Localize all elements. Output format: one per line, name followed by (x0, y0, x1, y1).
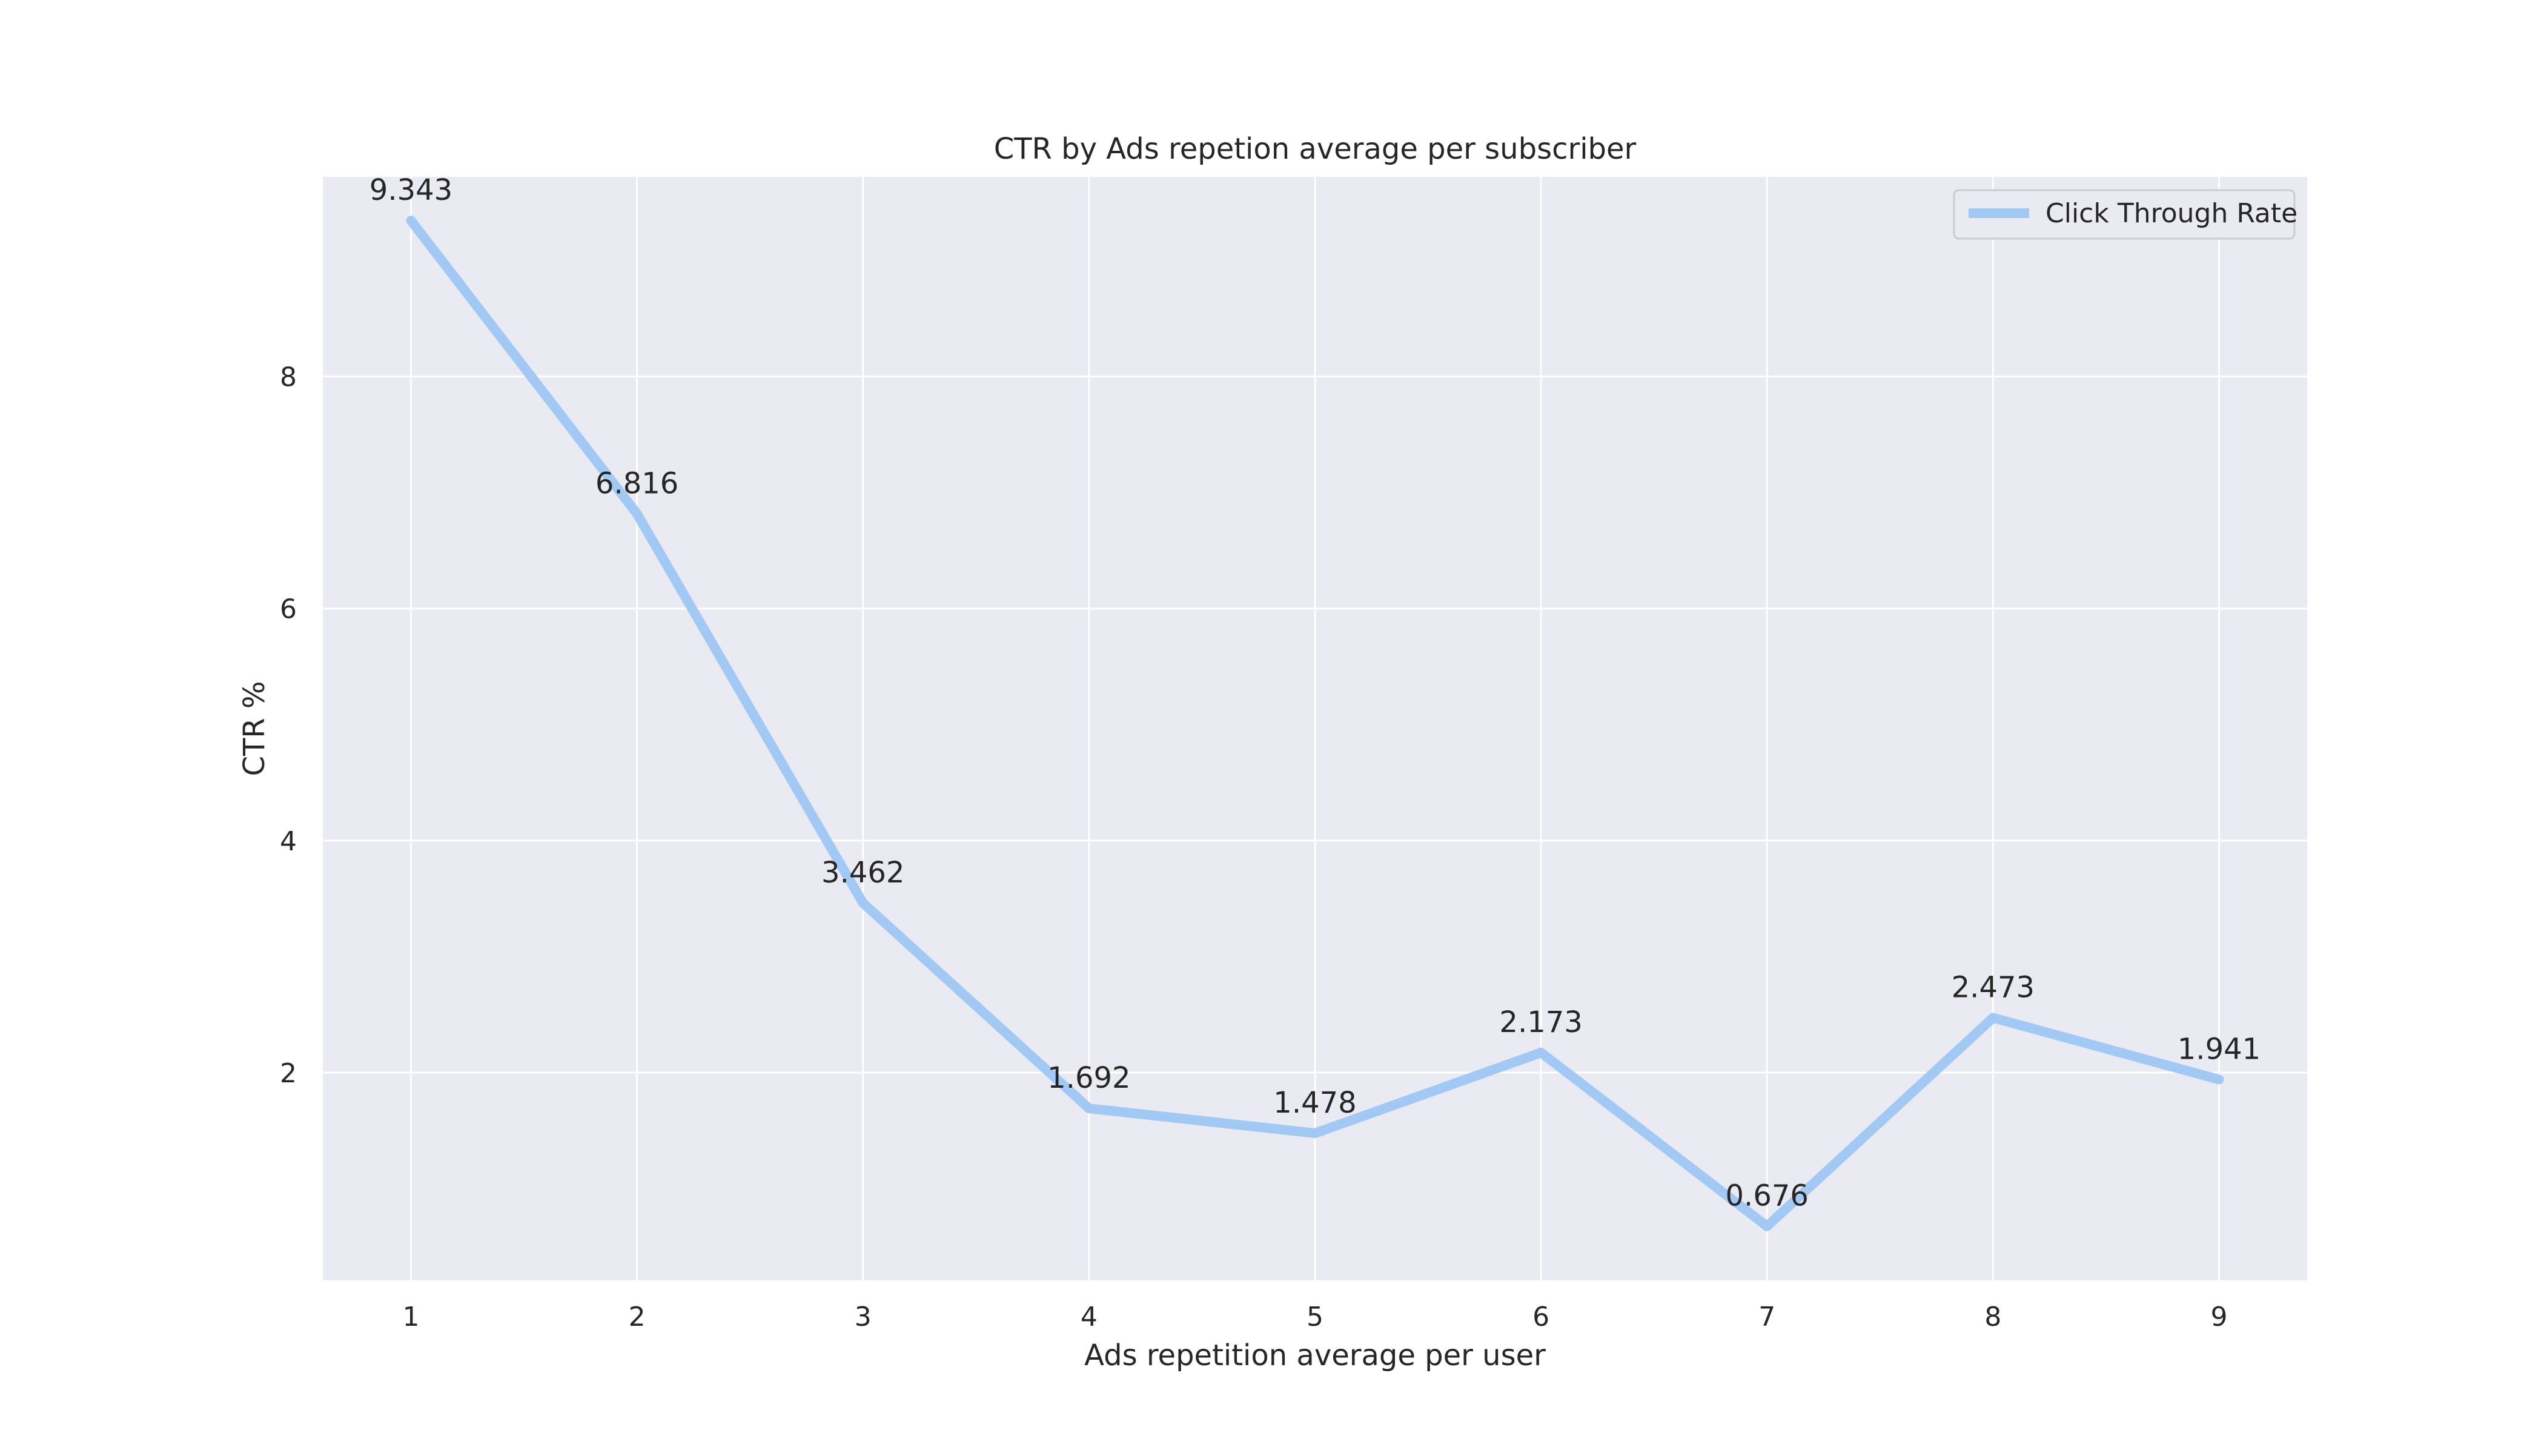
x-tick-label: 4 (1081, 1302, 1098, 1332)
data-value-label: 1.692 (1047, 1061, 1130, 1095)
legend-label: Click Through Rate (2045, 198, 2297, 229)
data-value-label: 2.173 (1499, 1005, 1582, 1039)
x-tick-label: 6 (1532, 1302, 1549, 1332)
x-tick-label: 8 (1984, 1302, 2001, 1332)
legend: Click Through Rate (1953, 189, 2297, 240)
ctr-data-point (858, 898, 868, 908)
legend-frame (1953, 189, 2296, 240)
data-value-label: 0.676 (1726, 1179, 1809, 1213)
data-value-label: 1.478 (1273, 1086, 1356, 1120)
data-value-label: 3.462 (821, 856, 904, 890)
x-axis-label: Ads repetition average per user (1084, 1339, 1546, 1372)
y-tick-label: 8 (280, 362, 297, 393)
y-tick-label: 4 (280, 826, 297, 857)
x-tick-label: 7 (1758, 1302, 1775, 1332)
y-tick-label: 2 (280, 1058, 297, 1089)
grid-lines (323, 177, 2307, 1280)
data-value-label: 2.473 (1952, 970, 2035, 1004)
ctr-data-point (1084, 1104, 1094, 1114)
x-tick-label: 9 (2210, 1302, 2227, 1332)
ctr-data-point (1988, 1013, 1998, 1023)
ctr-data-point (1762, 1221, 1772, 1231)
x-tick-label: 3 (855, 1302, 872, 1332)
ctr-data-point (632, 509, 642, 519)
ctr-data-point (1536, 1047, 1546, 1057)
x-tick-label: 2 (629, 1302, 646, 1332)
data-value-label: 9.343 (369, 173, 452, 207)
data-labels: 9.343 6.816 3.462 1.692 1.478 2.173 0.676 2.473… (369, 173, 2261, 1213)
data-value-label: 1.941 (2178, 1032, 2261, 1066)
data-value-label: 6.816 (595, 466, 678, 500)
y-tick-label: 6 (280, 594, 297, 625)
y-axis-label: CTR % (237, 681, 271, 776)
ctr-data-point (2214, 1074, 2224, 1085)
tick-labels: 1 2 3 4 5 6 7 8 9 2 4 6 8 (280, 362, 2227, 1332)
x-tick-label: 1 (403, 1302, 420, 1332)
series-layer (406, 216, 2224, 1231)
chart-title: CTR by Ads repetion average per subscrib… (994, 132, 1637, 166)
ctr-data-point (1310, 1128, 1320, 1139)
ctr-data-point (406, 216, 416, 226)
x-tick-label: 5 (1307, 1302, 1323, 1332)
